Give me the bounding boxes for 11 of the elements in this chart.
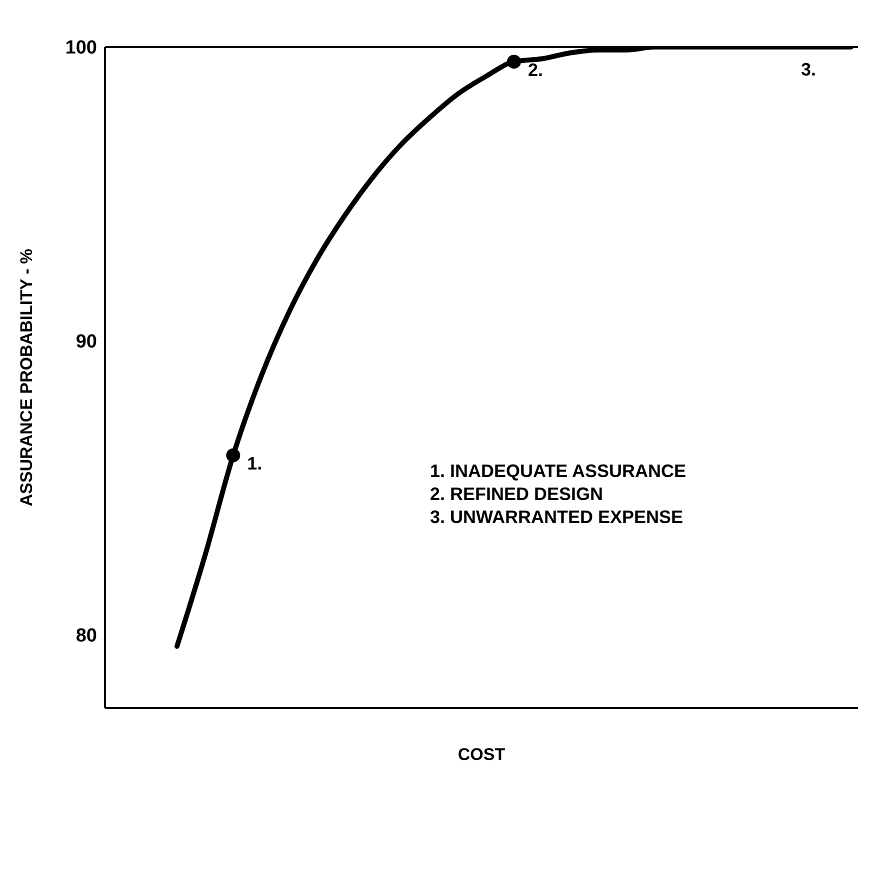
y-tick-label: 90: [76, 332, 97, 353]
annotation: 3.: [801, 59, 816, 80]
annotation: 2. REFINED DESIGN: [430, 483, 604, 506]
x-axis-title: COST: [458, 745, 506, 764]
annotation: 1.: [247, 454, 262, 474]
y-tick-label: 100: [65, 38, 97, 59]
y-axis-title: ASSURANCE PROBABILITY - %: [17, 248, 36, 506]
annotation: 1. INADEQUATE ASSURANCE: [430, 460, 686, 483]
annotation: 2.: [528, 60, 544, 80]
y-tick-label: 80: [76, 625, 97, 646]
annotation: 3. UNWARRANTED EXPENSE: [430, 506, 684, 529]
